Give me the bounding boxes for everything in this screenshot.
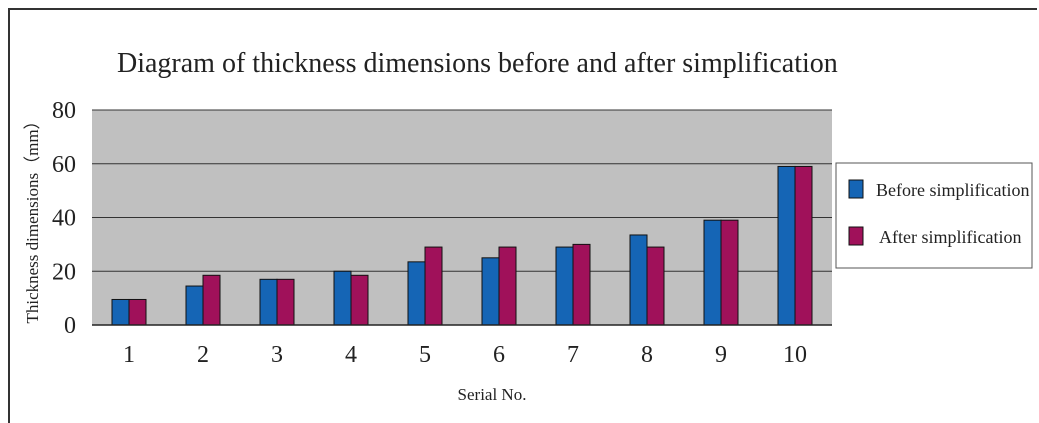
bar-before-9 [703,219,722,326]
x-axis-ticks: 1 2 3 4 5 6 7 8 9 10 [123,342,807,368]
y-tick-label: 40 [52,206,76,232]
bar-before-2 [185,285,204,326]
x-tick-label: 1 [123,342,135,368]
bars-group [111,165,813,326]
legend-label-after: After simplification [879,227,1021,247]
y-tick-label: 0 [64,313,76,339]
bar-after-10 [794,165,813,326]
y-tick-label: 20 [52,259,76,285]
x-tick-label: 6 [493,342,505,368]
x-tick-label: 2 [197,342,209,368]
bar-after-1 [128,298,147,326]
x-tick-label: 4 [345,342,357,368]
bar-after-7 [572,243,591,326]
y-tick-label: 80 [52,98,76,124]
legend-swatch-after [848,226,864,246]
x-tick-label: 3 [271,342,283,368]
chart-title: Diagram of thickness dimensions before a… [117,48,838,79]
bar-before-5 [407,261,426,326]
legend: Before simplification After simplificati… [835,162,1033,269]
bar-after-9 [720,219,739,326]
bar-before-1 [111,298,130,326]
x-tick-label: 5 [419,342,431,368]
gridlines [92,109,832,272]
bar-after-2 [202,274,221,326]
bar-before-7 [555,246,574,326]
bar-before-10 [777,165,796,326]
x-tick-label: 9 [715,342,727,368]
bar-before-6 [481,257,500,326]
x-tick-label: 8 [641,342,653,368]
bar-before-3 [259,278,278,326]
bar-after-5 [424,246,443,326]
y-axis-ticks: 0 20 40 60 80 [52,98,76,339]
y-tick-label: 60 [52,152,76,178]
legend-swatch-before [848,179,864,199]
bar-after-6 [498,246,517,326]
bar-before-8 [629,234,648,326]
y-axis-label: Thickness dimensions（mm） [23,112,42,323]
legend-label-before: Before simplification [876,180,1029,200]
x-tick-label: 7 [567,342,579,368]
bar-before-4 [333,270,352,326]
legend-box [835,162,1033,269]
x-tick-label: 10 [783,342,807,368]
bar-after-8 [646,246,665,326]
x-axis-label: Serial No. [458,385,527,404]
bar-after-3 [276,278,295,326]
bar-after-4 [350,274,369,326]
